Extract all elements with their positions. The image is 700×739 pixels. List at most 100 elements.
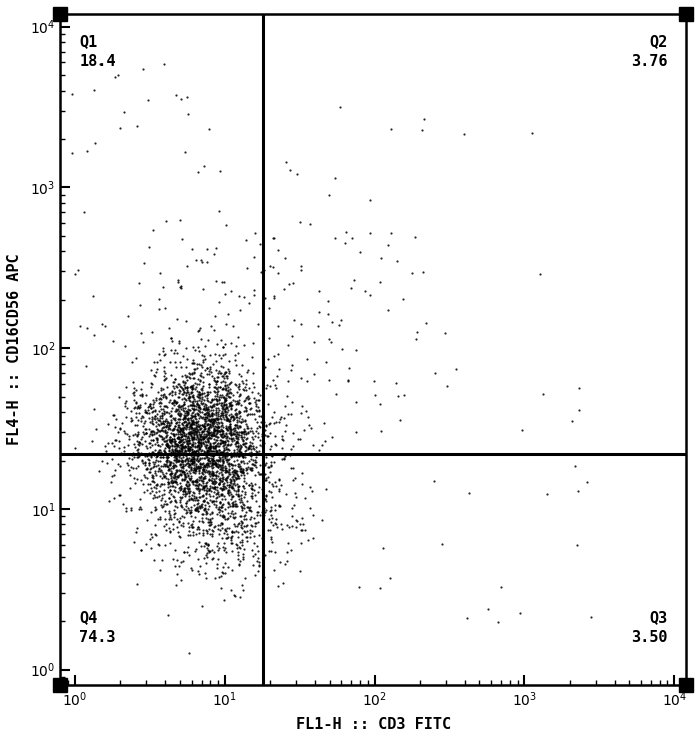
Point bbox=[322, 295, 333, 307]
Point bbox=[224, 500, 235, 512]
Point bbox=[216, 361, 227, 372]
Point bbox=[146, 449, 157, 461]
Point bbox=[251, 517, 262, 529]
Point bbox=[232, 480, 244, 492]
Point bbox=[190, 426, 201, 437]
Point bbox=[167, 376, 178, 388]
Point bbox=[223, 468, 235, 480]
Point bbox=[185, 419, 196, 431]
Point bbox=[295, 537, 306, 549]
Point bbox=[221, 372, 232, 384]
Point bbox=[206, 553, 218, 565]
Point bbox=[154, 463, 165, 474]
Point bbox=[172, 478, 183, 490]
Point bbox=[193, 391, 204, 403]
Point bbox=[204, 482, 216, 494]
Point bbox=[220, 380, 231, 392]
Point bbox=[155, 430, 167, 442]
Point bbox=[225, 415, 236, 427]
Point bbox=[223, 480, 235, 491]
Point bbox=[218, 384, 229, 395]
Point bbox=[146, 413, 158, 425]
Point bbox=[202, 423, 214, 435]
Point bbox=[244, 441, 255, 453]
Point bbox=[196, 384, 207, 396]
Point bbox=[232, 412, 243, 423]
Point bbox=[198, 460, 209, 471]
Point bbox=[174, 432, 185, 443]
Point bbox=[174, 407, 186, 419]
Point bbox=[185, 372, 196, 384]
Point bbox=[210, 445, 221, 457]
Point bbox=[210, 477, 221, 489]
Point bbox=[197, 434, 209, 446]
Point bbox=[259, 460, 270, 471]
Point bbox=[176, 437, 188, 449]
Point bbox=[245, 490, 256, 502]
Point bbox=[496, 582, 507, 593]
Point bbox=[145, 401, 156, 412]
Point bbox=[203, 395, 214, 407]
Point bbox=[190, 426, 202, 437]
Point bbox=[197, 430, 208, 442]
Point bbox=[160, 460, 171, 472]
Point bbox=[162, 415, 173, 426]
Point bbox=[242, 501, 253, 513]
Point bbox=[181, 475, 193, 487]
Point bbox=[181, 361, 192, 373]
Point bbox=[158, 389, 169, 401]
Point bbox=[153, 418, 164, 429]
Point bbox=[204, 455, 215, 467]
Point bbox=[236, 426, 247, 437]
Point bbox=[190, 377, 201, 389]
Point bbox=[174, 433, 186, 445]
Point bbox=[184, 420, 195, 432]
Point bbox=[150, 452, 162, 463]
Point bbox=[192, 415, 203, 427]
Point bbox=[220, 472, 231, 484]
Point bbox=[89, 329, 100, 341]
Point bbox=[218, 436, 230, 448]
Point bbox=[342, 374, 353, 386]
Point bbox=[204, 410, 216, 422]
Point bbox=[323, 308, 334, 320]
Point bbox=[193, 408, 204, 420]
Point bbox=[176, 370, 188, 382]
Point bbox=[176, 443, 188, 455]
Point bbox=[281, 157, 292, 168]
Point bbox=[167, 428, 178, 440]
Point bbox=[197, 482, 208, 494]
Point bbox=[193, 437, 204, 449]
Point bbox=[262, 471, 274, 483]
Point bbox=[219, 523, 230, 535]
Point bbox=[208, 429, 219, 441]
Point bbox=[219, 460, 230, 472]
Point bbox=[162, 437, 173, 449]
Point bbox=[295, 525, 307, 537]
Point bbox=[167, 402, 178, 414]
Point bbox=[176, 483, 187, 495]
Point bbox=[174, 446, 186, 458]
Point bbox=[232, 443, 243, 454]
Point bbox=[177, 384, 188, 395]
Point bbox=[279, 450, 290, 462]
Point bbox=[171, 452, 182, 464]
Point bbox=[180, 376, 191, 388]
Point bbox=[175, 556, 186, 568]
Point bbox=[174, 381, 186, 392]
Point bbox=[205, 460, 216, 472]
Point bbox=[175, 426, 186, 437]
Point bbox=[97, 455, 108, 467]
Point bbox=[195, 403, 206, 415]
Point bbox=[204, 415, 216, 427]
Point bbox=[270, 383, 281, 395]
Point bbox=[286, 545, 297, 556]
Point bbox=[139, 435, 150, 447]
Point bbox=[186, 389, 197, 401]
Point bbox=[233, 368, 244, 380]
Point bbox=[221, 446, 232, 458]
Point bbox=[170, 418, 181, 429]
Point bbox=[134, 436, 145, 448]
Point bbox=[216, 488, 228, 500]
Point bbox=[232, 436, 243, 448]
